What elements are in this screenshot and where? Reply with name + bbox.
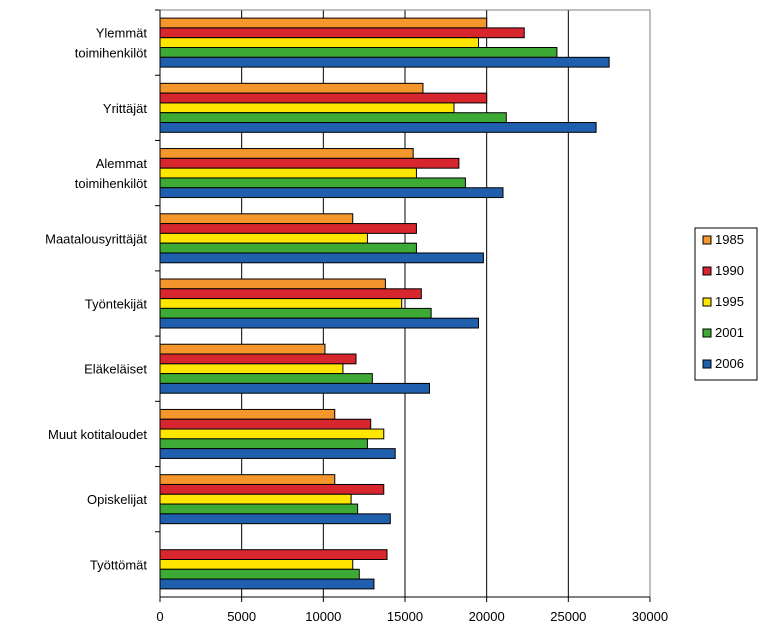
bar-1990 bbox=[159, 92, 488, 104]
legend-swatch-2001 bbox=[702, 328, 712, 338]
bar-2006 bbox=[159, 578, 375, 590]
bar-2001 bbox=[159, 568, 360, 580]
bar-1985 bbox=[159, 148, 414, 159]
legend-label-2001: 2001 bbox=[715, 325, 744, 340]
bar-2006 bbox=[159, 382, 430, 394]
bar-2001 bbox=[159, 112, 507, 124]
bar-1995 bbox=[159, 363, 344, 375]
bar-2006 bbox=[159, 448, 396, 459]
category-label: Maatalousyrittäjät bbox=[45, 231, 147, 246]
x-tick-label: 5000 bbox=[227, 609, 256, 624]
bar-1985 bbox=[159, 408, 336, 420]
bar-2006 bbox=[159, 252, 484, 264]
bar-2001 bbox=[159, 177, 466, 189]
category-label: Työntekijät bbox=[85, 297, 148, 312]
legend-swatch-1990 bbox=[702, 266, 712, 276]
bar-1985 bbox=[159, 474, 336, 485]
x-tick-label: 15000 bbox=[387, 609, 423, 624]
category-label: Työttömät bbox=[90, 557, 147, 572]
bar-1985 bbox=[159, 278, 386, 290]
bar-2001 bbox=[159, 47, 558, 58]
bar-1995 bbox=[159, 37, 479, 49]
x-axis-tick-labels: 0 5000 10000 15000 20000 25000 30000 bbox=[156, 609, 668, 624]
bar-1995 bbox=[159, 493, 352, 505]
x-tick-label: 25000 bbox=[550, 609, 586, 624]
plot-frame bbox=[155, 9, 651, 602]
bar-2006 bbox=[159, 513, 391, 525]
bar-1990 bbox=[159, 549, 388, 560]
bar-1985 bbox=[159, 343, 326, 355]
bar-1985 bbox=[159, 213, 354, 225]
category-label: Yrittäjät bbox=[103, 101, 147, 116]
bar-2006 bbox=[159, 122, 597, 133]
category-label: Opiskelijat bbox=[87, 492, 147, 507]
bar-2006 bbox=[159, 187, 504, 199]
bar-2001 bbox=[159, 503, 359, 515]
bar-1985 bbox=[159, 82, 424, 94]
bar-1990 bbox=[159, 418, 372, 430]
x-tick-label: 0 bbox=[156, 609, 163, 624]
legend-label-1995: 1995 bbox=[715, 294, 744, 309]
category-label: Eläkeläiset bbox=[84, 362, 147, 377]
bar-1990 bbox=[159, 157, 460, 169]
x-tick-label: 30000 bbox=[632, 609, 668, 624]
bar-2006 bbox=[159, 56, 610, 68]
bar-1995 bbox=[159, 428, 385, 440]
category-label: Muut kotitaloudet bbox=[48, 427, 147, 442]
y-axis-labels: Ylemmät toimihenkilöt Yrittäjät Alemmat toim… bbox=[45, 26, 147, 573]
category-label: Alemmat bbox=[96, 156, 148, 171]
bar-2001 bbox=[159, 307, 432, 319]
bars bbox=[159, 17, 610, 590]
x-tick-label: 20000 bbox=[469, 609, 505, 624]
bar-1990 bbox=[159, 353, 357, 365]
bar-2001 bbox=[159, 242, 417, 254]
bar-1995 bbox=[159, 558, 354, 570]
x-tick-label: 10000 bbox=[305, 609, 341, 624]
bar-2006 bbox=[159, 317, 479, 329]
bar-1995 bbox=[159, 232, 368, 244]
legend-label-1990: 1990 bbox=[715, 263, 744, 278]
bar-2001 bbox=[159, 438, 368, 450]
legend-label-1985: 1985 bbox=[715, 232, 744, 247]
bar-1995 bbox=[159, 167, 417, 179]
category-label: toimihenkilöt bbox=[75, 46, 148, 61]
category-label: toimihenkilöt bbox=[75, 176, 148, 191]
bar-1990 bbox=[159, 288, 422, 300]
legend: 1985 1990 1995 2001 2006 bbox=[694, 227, 758, 381]
bar-1990 bbox=[159, 27, 525, 39]
legend-swatch-2006 bbox=[702, 359, 712, 369]
legend-swatch-1995 bbox=[702, 297, 712, 307]
bar-2001 bbox=[159, 373, 373, 384]
bar-1995 bbox=[159, 102, 455, 114]
legend-swatch-1985 bbox=[702, 235, 712, 245]
bar-1990 bbox=[159, 483, 385, 495]
bar-1990 bbox=[159, 223, 417, 234]
category-label: Ylemmät bbox=[96, 26, 148, 41]
bar-1995 bbox=[159, 298, 403, 309]
bar-1985 bbox=[159, 17, 488, 29]
legend-label-2006: 2006 bbox=[715, 356, 744, 371]
